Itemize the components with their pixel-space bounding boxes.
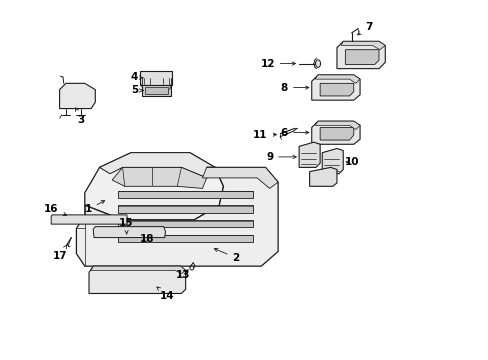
Text: 12: 12 [260,59,295,69]
Text: 18: 18 [140,234,154,244]
Ellipse shape [106,275,114,286]
Ellipse shape [156,273,168,289]
Text: 5: 5 [130,85,143,95]
Bar [144,87,167,94]
Polygon shape [299,142,320,167]
Polygon shape [51,215,127,224]
Polygon shape [118,235,252,242]
Polygon shape [311,121,359,144]
Text: 9: 9 [265,152,296,162]
Polygon shape [314,75,359,83]
Polygon shape [345,50,378,64]
Polygon shape [118,190,252,198]
Polygon shape [93,227,165,238]
Ellipse shape [129,273,141,289]
Ellipse shape [104,273,116,289]
Polygon shape [202,167,278,188]
Polygon shape [341,41,385,50]
Polygon shape [118,205,252,213]
Text: 7: 7 [357,22,371,35]
Polygon shape [118,220,252,228]
Polygon shape [60,83,95,109]
Polygon shape [336,41,385,69]
Polygon shape [314,121,359,130]
Text: 2: 2 [214,248,239,263]
Polygon shape [76,167,278,266]
Text: 3: 3 [75,108,84,125]
Polygon shape [99,153,215,178]
Polygon shape [311,75,359,100]
Circle shape [127,243,139,255]
Text: 10: 10 [344,157,358,167]
Text: 11: 11 [253,130,276,140]
Ellipse shape [315,60,320,67]
Bar [67,90,86,102]
Ellipse shape [131,275,139,286]
Bar [140,71,172,85]
Polygon shape [91,266,185,274]
Circle shape [123,239,142,258]
Polygon shape [89,266,185,293]
Text: 6: 6 [280,127,308,138]
Text: 8: 8 [280,82,308,93]
Polygon shape [309,167,336,186]
Bar [141,85,171,96]
Polygon shape [320,127,353,140]
Text: 17: 17 [53,245,68,261]
Text: 14: 14 [157,287,174,301]
Circle shape [130,246,135,251]
Text: 4: 4 [130,72,143,82]
Text: 1: 1 [84,201,104,215]
Polygon shape [320,83,353,96]
Polygon shape [84,153,223,220]
Polygon shape [322,148,343,174]
Text: 15: 15 [119,218,133,234]
Ellipse shape [159,275,166,286]
Text: 13: 13 [176,270,190,280]
Text: 16: 16 [44,204,66,216]
Polygon shape [112,167,206,188]
